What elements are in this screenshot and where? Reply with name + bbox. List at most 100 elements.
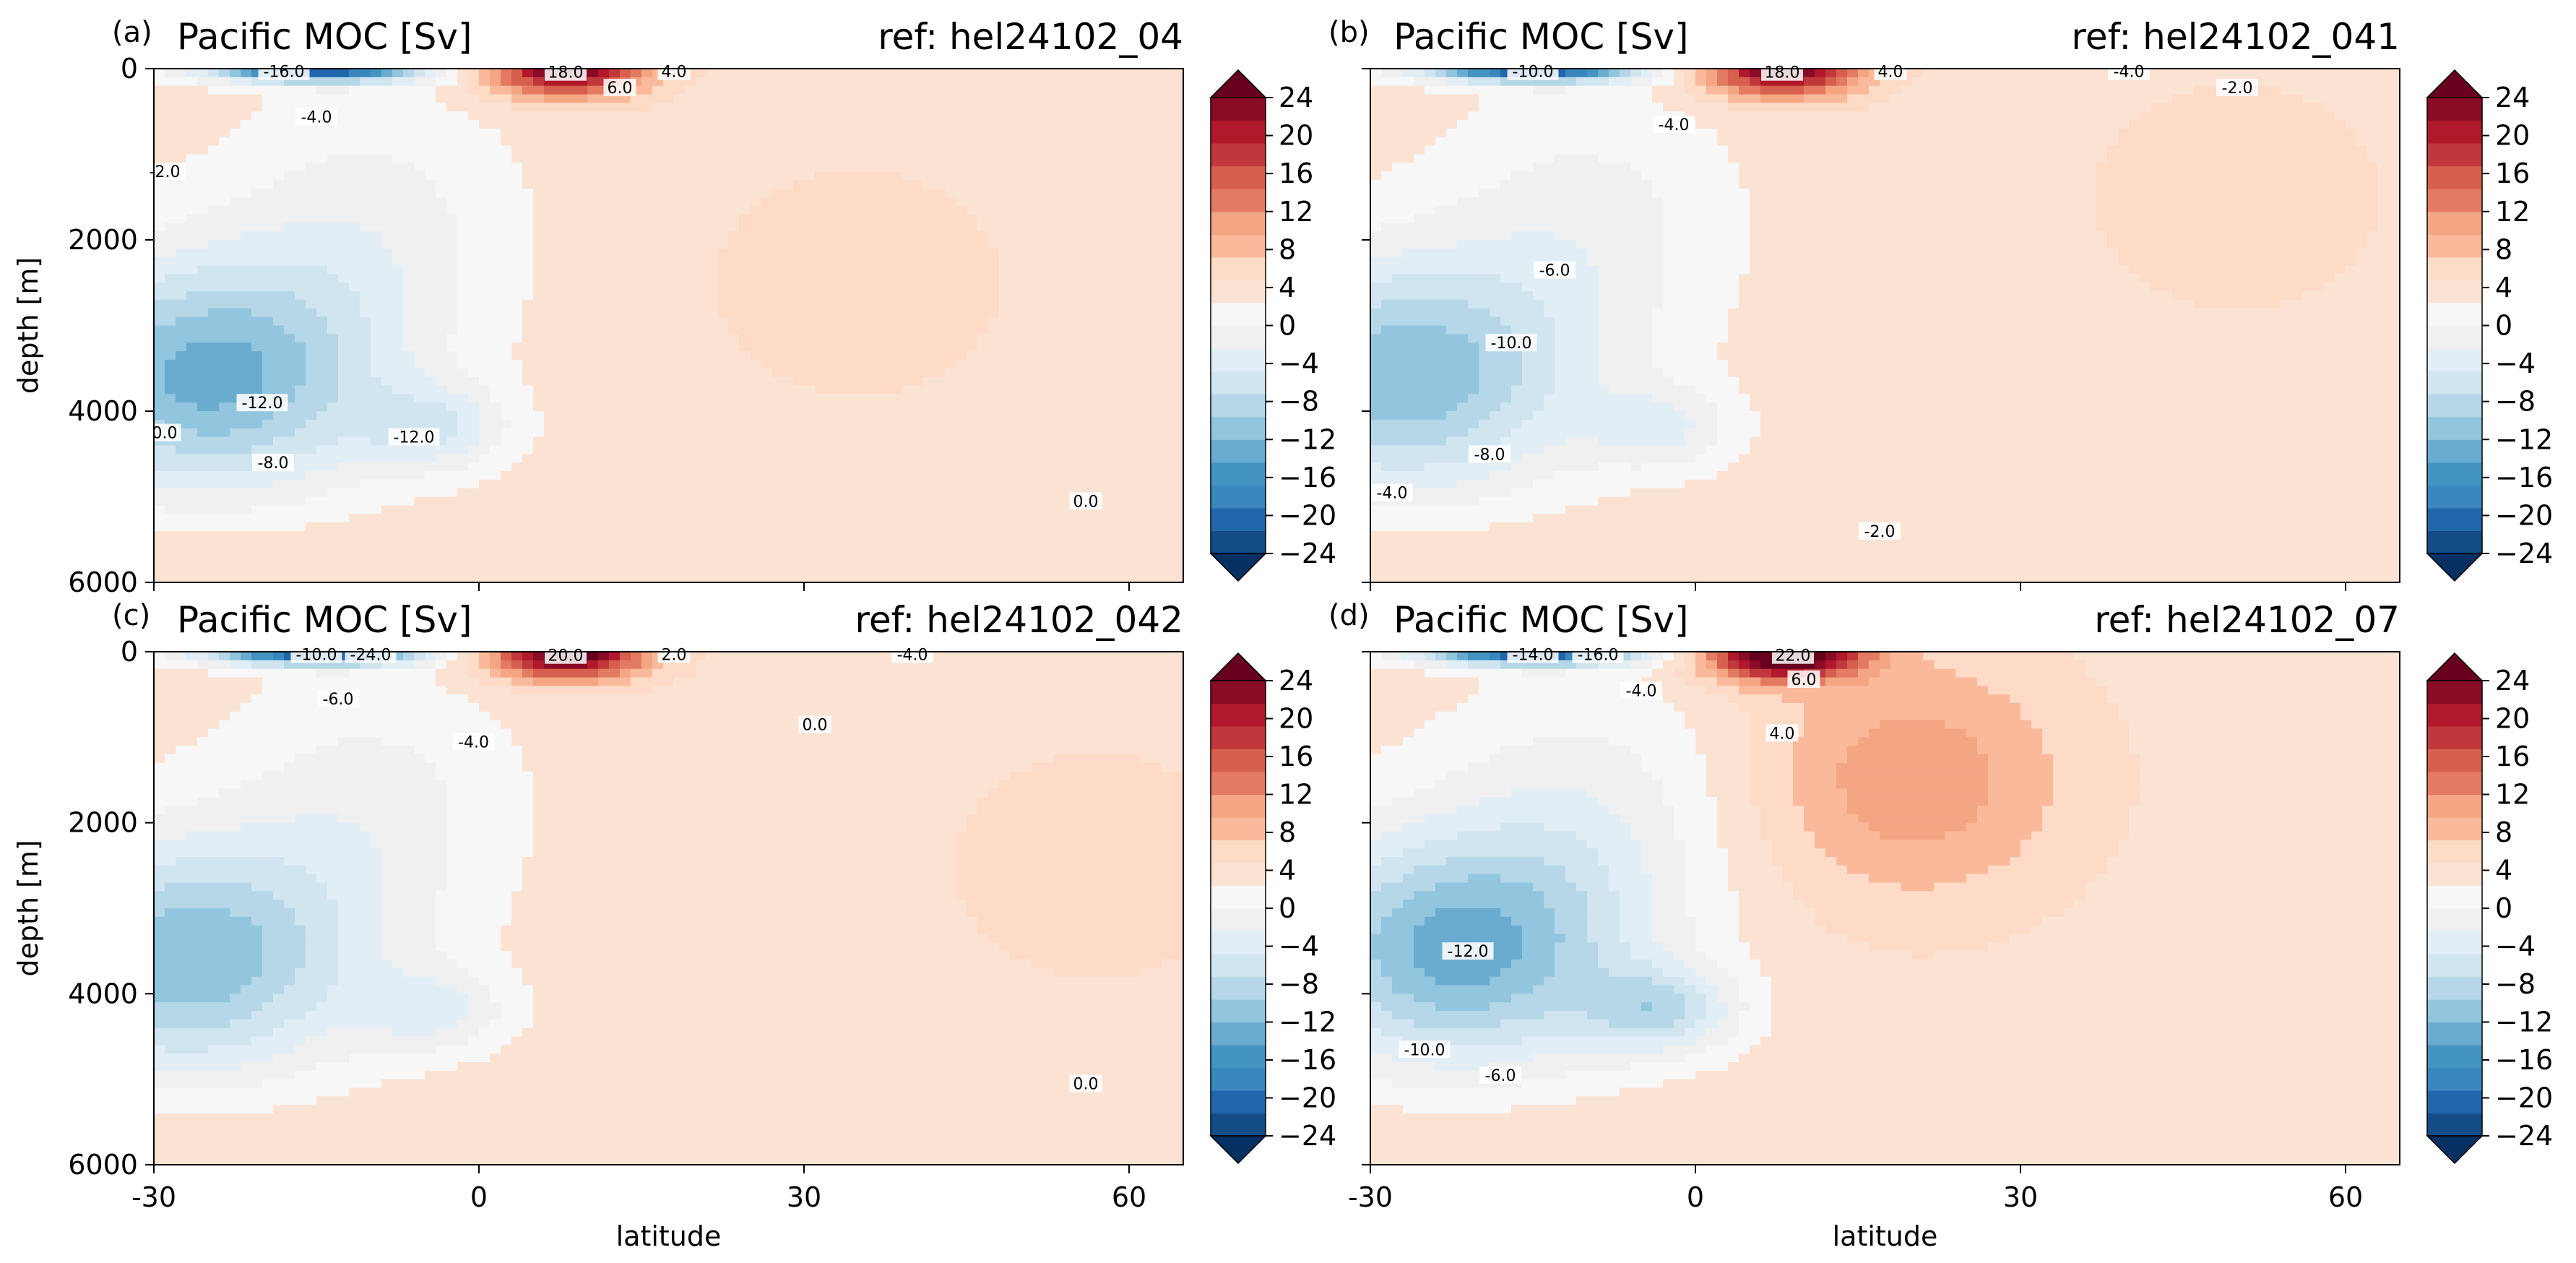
field-cell bbox=[728, 103, 740, 113]
field-cell bbox=[186, 359, 198, 369]
field-cell bbox=[685, 376, 696, 387]
field-cell bbox=[685, 522, 696, 532]
field-cell bbox=[371, 231, 382, 241]
field-cell bbox=[414, 69, 425, 78]
field-cell bbox=[403, 103, 415, 113]
field-cell bbox=[685, 137, 696, 147]
field-cell bbox=[847, 103, 859, 113]
field-cell bbox=[262, 530, 274, 540]
field-cell bbox=[1032, 428, 1043, 438]
field-cell bbox=[609, 154, 621, 164]
field-cell bbox=[956, 180, 967, 189]
field-cell bbox=[490, 180, 501, 189]
field-cell bbox=[771, 180, 783, 189]
field-cell bbox=[826, 548, 837, 558]
field-cell bbox=[425, 197, 436, 207]
field-cell bbox=[349, 539, 360, 549]
field-cell bbox=[479, 137, 490, 147]
field-cell bbox=[349, 145, 360, 155]
field-cell bbox=[739, 496, 751, 507]
field-cell bbox=[414, 231, 425, 241]
field-cell bbox=[1021, 522, 1032, 532]
field-cell bbox=[739, 556, 751, 566]
field-cell bbox=[566, 496, 577, 507]
field-cell bbox=[468, 359, 480, 369]
field-cell bbox=[349, 274, 360, 284]
field-cell bbox=[837, 188, 848, 198]
field-cell bbox=[576, 325, 588, 335]
field-cell bbox=[1010, 197, 1021, 207]
field-cell bbox=[262, 385, 274, 395]
field-cell bbox=[436, 291, 447, 301]
field-cell bbox=[1010, 376, 1021, 387]
field-cell bbox=[284, 530, 295, 540]
field-cell bbox=[403, 163, 415, 172]
field-cell bbox=[1042, 530, 1054, 540]
field-cell bbox=[967, 94, 978, 104]
field-cell bbox=[620, 488, 631, 498]
field-cell bbox=[176, 522, 187, 532]
field-cell bbox=[295, 291, 306, 301]
field-cell bbox=[544, 180, 556, 189]
field-cell bbox=[219, 419, 230, 429]
field-cell bbox=[468, 556, 480, 566]
field-cell bbox=[425, 402, 436, 412]
field-cell bbox=[511, 69, 523, 78]
field-cell bbox=[869, 522, 881, 532]
field-cell bbox=[403, 496, 415, 507]
field-cell bbox=[186, 163, 198, 172]
field-cell bbox=[912, 308, 924, 318]
field-cell bbox=[663, 231, 675, 241]
field-cell bbox=[219, 556, 230, 566]
field-cell bbox=[923, 428, 935, 438]
field-cell bbox=[230, 180, 241, 189]
field-cell bbox=[761, 205, 772, 215]
field-cell bbox=[1010, 231, 1021, 241]
field-cell bbox=[327, 137, 339, 147]
field-cell bbox=[880, 496, 891, 507]
field-cell bbox=[999, 445, 1011, 455]
field-cell bbox=[544, 120, 556, 129]
field-cell bbox=[392, 240, 404, 249]
field-cell bbox=[306, 94, 317, 104]
field-cell bbox=[652, 188, 664, 198]
field-cell bbox=[728, 128, 740, 138]
field-cell bbox=[392, 565, 404, 574]
field-cell bbox=[533, 223, 545, 232]
field-cell bbox=[338, 351, 350, 361]
field-cell bbox=[717, 488, 729, 498]
field-cell bbox=[1010, 154, 1021, 164]
field-cell bbox=[1021, 419, 1032, 429]
field-cell bbox=[793, 488, 805, 498]
field-cell bbox=[706, 283, 718, 292]
field-cell bbox=[771, 128, 783, 138]
field-cell bbox=[728, 402, 740, 412]
field-cell bbox=[1032, 265, 1043, 275]
field-cell bbox=[977, 522, 989, 532]
field-cell bbox=[858, 128, 870, 138]
field-cell bbox=[425, 445, 436, 455]
field-cell bbox=[555, 154, 566, 164]
field-cell bbox=[923, 342, 935, 352]
field-cell bbox=[306, 342, 317, 352]
field-cell bbox=[501, 197, 512, 207]
field-cell bbox=[295, 385, 306, 395]
field-cell bbox=[1010, 334, 1021, 344]
field-cell bbox=[197, 454, 209, 463]
field-cell bbox=[912, 368, 924, 378]
field-cell bbox=[468, 316, 480, 327]
field-cell bbox=[555, 359, 566, 369]
field-cell bbox=[847, 265, 859, 275]
field-cell bbox=[750, 462, 761, 472]
field-cell bbox=[977, 479, 989, 489]
field-cell bbox=[837, 514, 848, 523]
field-cell bbox=[826, 188, 837, 198]
field-cell bbox=[219, 128, 230, 138]
field-cell bbox=[414, 488, 425, 498]
field-cell bbox=[804, 530, 816, 540]
field-cell bbox=[414, 283, 425, 292]
field-cell bbox=[967, 342, 978, 352]
field-cell bbox=[349, 154, 360, 164]
field-cell bbox=[858, 85, 870, 95]
field-cell bbox=[685, 419, 696, 429]
